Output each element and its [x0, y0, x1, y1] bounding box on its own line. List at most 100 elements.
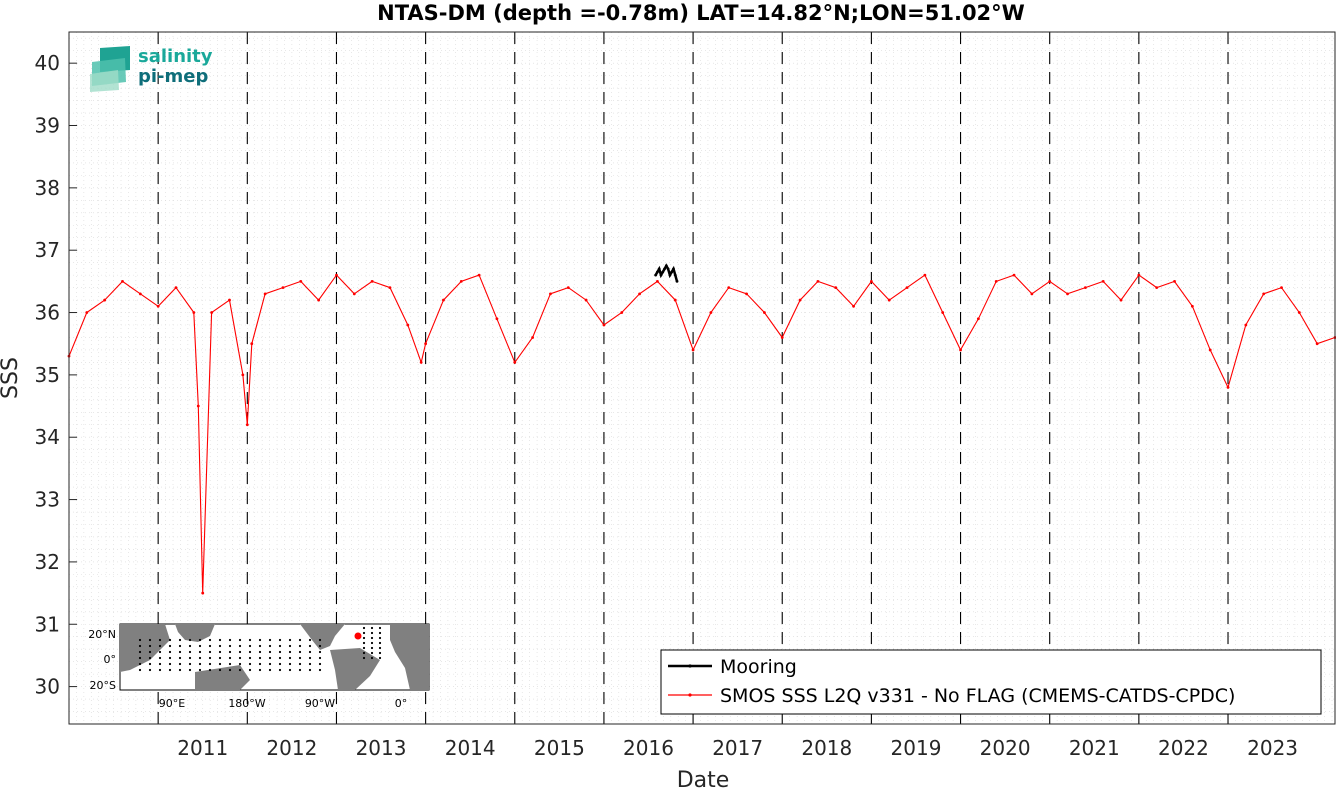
map-mooring-dot [228, 644, 232, 648]
x-tick-label: 2015 [534, 736, 585, 760]
mooring-point [675, 279, 679, 283]
logo-line1: salinity [138, 46, 213, 67]
x-tick-label: 2018 [801, 736, 852, 760]
smos-point [1137, 273, 1141, 277]
legend-smos-label: SMOS SSS L2Q v331 - No FLAG (CMEMS-CATDS… [720, 685, 1235, 707]
smos-point [727, 286, 731, 290]
map-land-africa [390, 624, 429, 690]
mooring-dots [138, 626, 382, 672]
inset-map-frame [119, 623, 430, 691]
smos-point [1012, 273, 1016, 277]
map-mooring-dot [178, 644, 182, 648]
map-mooring-dot [288, 650, 292, 654]
smos-point [103, 298, 107, 302]
map-mooring-dot [278, 662, 282, 666]
legend-box [660, 649, 1322, 715]
map-mooring-dot [370, 636, 374, 640]
map-mooring-dot [378, 651, 382, 655]
map-mooring-dot [288, 638, 292, 642]
map-mooring-dot [370, 641, 374, 645]
mooring-point [663, 267, 666, 271]
mooring-point [659, 273, 663, 277]
smos-point [370, 279, 374, 283]
smos-point [1280, 286, 1283, 290]
map-mooring-dot [278, 638, 282, 642]
map-mooring-dot [318, 650, 322, 654]
map-mooring-dot [248, 662, 252, 666]
map-mooring-dot [258, 668, 262, 672]
map-mooring-dot [208, 656, 212, 660]
map-mooring-dot [178, 650, 182, 654]
map-mooring-dot [208, 650, 212, 654]
map-mooring-dot [298, 662, 302, 666]
map-mooring-dot [138, 644, 142, 648]
map-mooring-dot [268, 656, 272, 660]
x-tick-label: 2022 [1158, 736, 1209, 760]
smos-point [459, 279, 463, 283]
smos-point [1190, 304, 1194, 308]
map-mooring-dot [138, 662, 142, 666]
map-mooring-dot [268, 650, 272, 654]
smos-point [245, 423, 249, 427]
y-tick-label: 38 [35, 176, 60, 200]
smos-point [1244, 323, 1248, 327]
map-mooring-dot [238, 662, 242, 666]
map-mooring-dot [258, 638, 262, 642]
smos-point [656, 279, 659, 283]
map-mooring-dot [228, 638, 232, 642]
map-mooring-dot [148, 650, 152, 654]
smos-point [834, 286, 838, 290]
smos-point [1297, 311, 1301, 314]
smos-point [905, 286, 909, 290]
x-tick-label: 2017 [712, 736, 763, 760]
smos-point [442, 298, 445, 302]
map-mooring-dot [258, 644, 262, 648]
map-mooring-dot [362, 646, 366, 650]
map-mooring-dot [378, 646, 382, 650]
x-tick-label: 2019 [891, 736, 942, 760]
map-mooring-dot [318, 668, 322, 672]
map-mooring-dot [298, 638, 302, 642]
map-mooring-dot [288, 662, 292, 666]
map-mooring-dot [238, 638, 242, 642]
map-lon-180w: 180°W [228, 697, 265, 710]
ntas-location-marker [354, 632, 362, 640]
mooring-point [654, 273, 658, 277]
legend-mooring-marker [688, 664, 692, 668]
map-mooring-dot [218, 662, 222, 666]
map-mooring-dot [238, 644, 242, 648]
smos-point [549, 292, 552, 296]
map-mooring-dot [228, 668, 232, 672]
smos-point [138, 292, 142, 296]
map-mooring-dot [308, 662, 312, 666]
x-axis-label: Date [677, 768, 730, 790]
logo-wave-icon-3 [90, 70, 119, 92]
smos-point [816, 279, 820, 283]
map-mooring-dot [238, 650, 242, 654]
y-tick-label: 36 [35, 301, 60, 325]
map-mooring-dot [158, 662, 162, 666]
smos-point [673, 298, 677, 302]
map-mooring-dot [148, 668, 152, 672]
smos-point [852, 304, 855, 308]
map-mooring-dot [278, 650, 282, 654]
smos-point [638, 292, 641, 296]
map-mooring-dot [308, 668, 312, 672]
map-mooring-dot [298, 650, 302, 654]
map-mooring-dot [218, 656, 222, 660]
map-lon-0: 0° [395, 697, 408, 710]
mooring-point [656, 270, 659, 274]
series-layer [67, 263, 1336, 595]
smos-point [584, 298, 588, 302]
legend: Mooring SMOS SSS L2Q v331 - No FLAG (CME… [660, 649, 1322, 715]
map-mooring-dot [228, 650, 232, 654]
map-mooring-dot [362, 631, 366, 635]
map-mooring-dot [288, 656, 292, 660]
smos-point [1315, 342, 1319, 346]
smos-point [1226, 385, 1230, 389]
smos-point [210, 311, 214, 314]
map-mooring-dot [168, 644, 172, 648]
smos-point [281, 286, 285, 290]
map-mooring-dot [370, 651, 374, 655]
